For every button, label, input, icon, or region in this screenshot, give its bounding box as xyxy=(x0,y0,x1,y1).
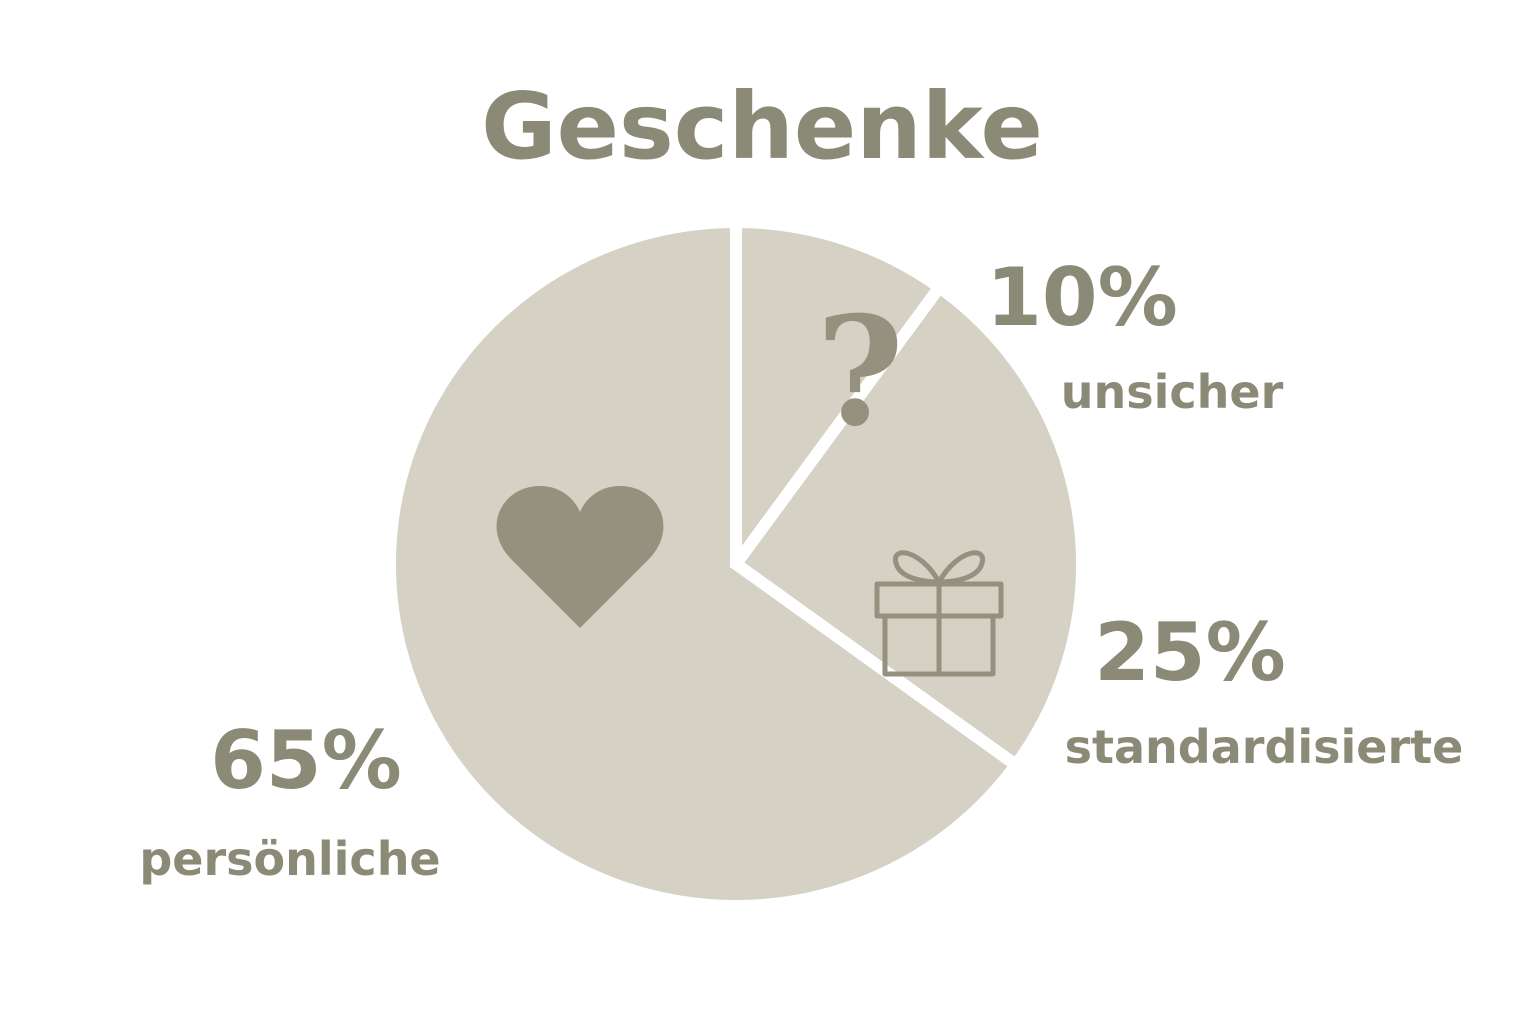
slice-value-label: 25% xyxy=(1094,606,1285,699)
slice-category-label: persönliche xyxy=(139,832,440,886)
slice-category-label: standardisierte xyxy=(1065,720,1464,774)
chart-title: Geschenke xyxy=(481,73,1043,180)
slice-category-label: unsicher xyxy=(1061,365,1284,419)
slice-value-label: 65% xyxy=(210,714,401,807)
pie-slices xyxy=(384,215,1088,912)
gift-icon xyxy=(874,550,1004,677)
question-mark-icon: ? xyxy=(816,284,904,460)
slice-value-label: 10% xyxy=(986,251,1177,344)
pie-slice-persönliche xyxy=(384,215,1025,912)
heart-icon xyxy=(496,486,664,628)
pie-slice-unsicher xyxy=(730,215,948,583)
